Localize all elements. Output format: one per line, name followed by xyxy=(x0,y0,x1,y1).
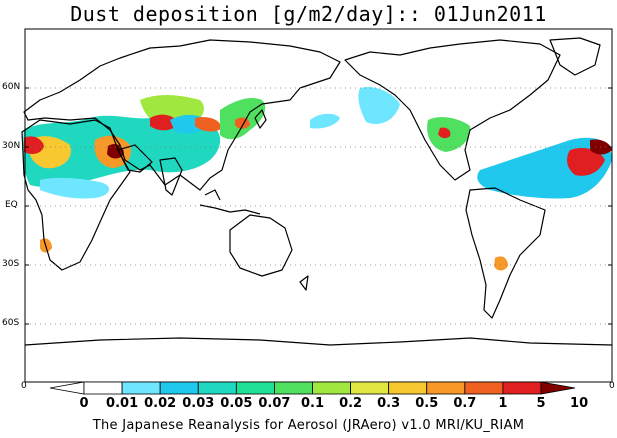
coastlines xyxy=(21,37,613,346)
colorbar-tick-label: 0.01 xyxy=(106,396,139,411)
map-title: Dust deposition [g/m2/day]:: 01Jun2011 xyxy=(70,2,547,26)
colorbar-swatch xyxy=(235,381,275,395)
colorbar-tick-label: 5 xyxy=(536,396,546,411)
credit-footer: The Japanese Reanalysis for Aerosol (JRA… xyxy=(92,418,525,433)
colorbar-arrow-left xyxy=(49,381,85,395)
lat-label-eq: EQ xyxy=(5,200,18,210)
colorbar-tick-label: 0.07 xyxy=(258,396,291,411)
colorbar-tick-label: 0.03 xyxy=(182,396,215,411)
lat-label-60n: 60N xyxy=(2,82,21,92)
lon-label-right: 0 xyxy=(609,381,615,391)
colorbar-swatch xyxy=(502,381,542,395)
colorbar-tick-label: 0.1 xyxy=(300,396,325,411)
colorbar-tick-label: 0.05 xyxy=(220,396,253,411)
dust-patch-pacific xyxy=(310,113,340,129)
lat-label-30s: 30S xyxy=(2,259,20,269)
lat-label-30n: 30N xyxy=(2,141,21,151)
colorbar-swatch xyxy=(83,381,123,395)
colorbar-swatch xyxy=(350,381,390,395)
colorbar-tick-label: 0.3 xyxy=(377,396,401,411)
colorbar-swatch xyxy=(159,381,199,395)
colorbar-arrow-right xyxy=(540,381,576,395)
colorbar-swatch xyxy=(121,381,161,395)
colorbar-swatch xyxy=(197,381,237,395)
colorbar-tick-label: 0.2 xyxy=(339,396,363,411)
colorbar-swatch xyxy=(464,381,504,395)
colorbar-swatch xyxy=(426,381,466,395)
colorbar-tick-label: 0.5 xyxy=(415,396,439,411)
colorbar-swatch xyxy=(274,381,313,395)
colorbar-tick-label: 10 xyxy=(570,396,589,411)
colorbar-tick-label: 1 xyxy=(498,396,508,411)
colorbar-swatch xyxy=(388,381,428,395)
colorbar-tick-label: 0.02 xyxy=(144,396,177,411)
colorbar-tick-label: 0 xyxy=(79,396,89,411)
lon-label-left: 0 xyxy=(21,381,27,391)
colorbar-tick-label: 0.7 xyxy=(453,396,477,411)
lat-label-60s: 60S xyxy=(2,318,20,328)
colorbar-swatch xyxy=(312,381,351,395)
